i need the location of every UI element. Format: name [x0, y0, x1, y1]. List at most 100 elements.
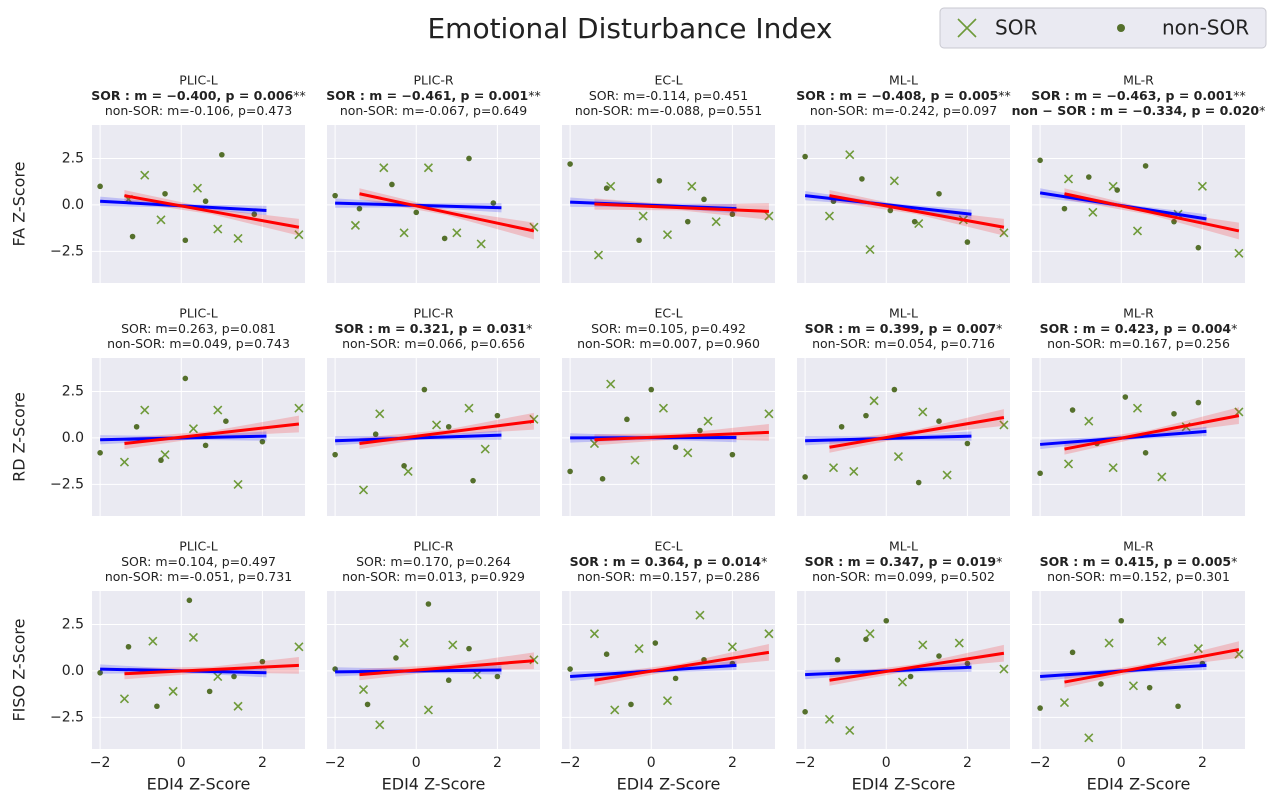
regression-line	[359, 659, 535, 677]
sor-point	[423, 163, 433, 173]
y-axis-label: RD Z-Score	[10, 392, 29, 482]
non-sor-point	[133, 423, 140, 430]
sor-point	[379, 163, 389, 173]
non-sor-point	[1122, 394, 1129, 400]
stat-text: non-SOR: m=0.054, p=0.716	[812, 336, 995, 351]
panel-stat: SOR : m = −0.400, p = 0.006**	[91, 88, 305, 103]
sor-point	[764, 409, 774, 419]
legend-label: SOR	[995, 16, 1037, 40]
sor-point	[999, 664, 1009, 674]
sor-point	[140, 170, 150, 180]
sor-point	[606, 379, 616, 389]
stat-text: non-SOR: m=-0.067, p=0.649	[340, 103, 527, 118]
non-sor-point	[259, 658, 266, 665]
x-tick-label: −2	[560, 755, 581, 771]
non-sor-point	[182, 237, 189, 244]
non-sor-point	[372, 431, 379, 438]
sor-point	[589, 629, 600, 639]
x-tick-label: 2	[258, 755, 267, 771]
sor-point	[156, 215, 166, 225]
stat-text: SOR: m=0.105, p=0.492	[591, 321, 746, 336]
non-sor-point	[701, 196, 707, 203]
x-tick-label: 0	[647, 755, 656, 771]
sor-point	[423, 705, 433, 715]
panel-stat: non-SOR: m=-0.067, p=0.649	[340, 103, 527, 118]
sor-point	[431, 420, 442, 430]
non-sor-point	[223, 418, 229, 425]
sor-point	[119, 694, 130, 704]
non-sor-point	[1037, 705, 1043, 711]
non-sor-point	[490, 200, 497, 206]
sor-point	[999, 420, 1009, 430]
panel-title: PLIC-R	[413, 539, 453, 554]
y-axis-label: FISO Z-Score	[10, 618, 29, 721]
non-sor-point	[863, 412, 869, 419]
sor-point	[188, 632, 198, 643]
non-sor-point	[389, 181, 395, 188]
non-sor-point	[125, 643, 132, 650]
non-sor-point	[907, 673, 914, 680]
sor-point	[192, 183, 203, 193]
panel-stat: SOR : m = 0.321, p = 0.031*	[335, 321, 533, 336]
stat-stars: *	[1231, 554, 1237, 569]
stat-text: SOR : m = −0.408, p = 0.005	[796, 88, 998, 103]
non-sor-point	[603, 651, 610, 657]
plot-area	[1032, 125, 1245, 283]
sor-point	[703, 416, 713, 426]
non-sor-point	[891, 386, 898, 393]
non-sor-point	[656, 177, 663, 184]
regression-line	[124, 422, 300, 445]
stat-text: SOR: m=-0.114, p=0.451	[589, 88, 748, 103]
stat-text: non-SOR: m=-0.051, p=0.731	[105, 569, 292, 584]
sor-point	[1128, 681, 1138, 691]
non-sor-point	[466, 155, 472, 162]
x-axis-label: EDI4 Z-Score	[382, 775, 486, 794]
non-sor-point	[883, 617, 890, 624]
x-axis-label: EDI4 Z-Score	[617, 775, 721, 794]
sor-point	[658, 403, 668, 413]
stat-text: non-SOR: m=-0.242, p=0.097	[810, 103, 997, 118]
sor-point	[865, 629, 875, 639]
non-sor-point	[964, 660, 971, 667]
non-sor-point	[1098, 681, 1104, 687]
sor-point	[683, 448, 693, 458]
non-sor-point	[936, 190, 942, 197]
panel-title: ML-L	[889, 539, 918, 554]
stat-text: non-SOR: m=-0.106, p=0.473	[105, 103, 292, 118]
non-sor-point	[603, 185, 610, 191]
sor-point	[233, 701, 243, 711]
stat-text: SOR : m = 0.399, p = 0.007	[805, 321, 996, 336]
non-sor-point	[1037, 157, 1043, 164]
non-sor-point	[834, 656, 841, 663]
y-tick-label: −2.5	[50, 243, 84, 259]
sor-point	[893, 451, 903, 462]
x-axis-label: EDI4 Z-Score	[852, 775, 956, 794]
y-tick-label: 2.5	[62, 383, 84, 399]
sor-point	[452, 228, 462, 238]
non-sor-point	[672, 675, 679, 682]
non-sor-point	[393, 655, 399, 661]
non-sor-point	[567, 666, 573, 672]
panel-title: PLIC-L	[179, 539, 217, 554]
y-axis-label: FA Z-Score	[10, 161, 29, 246]
panel-stat: SOR: m=0.104, p=0.497	[121, 554, 276, 569]
sor-point	[845, 150, 855, 160]
sor-point	[662, 230, 673, 240]
non-sor-point	[470, 477, 476, 484]
panel-title: PLIC-R	[413, 73, 453, 88]
sor-point	[727, 642, 737, 652]
sor-point	[294, 403, 304, 413]
stat-stars: *	[996, 554, 1002, 569]
sor-point	[476, 239, 486, 249]
sor-point	[233, 233, 243, 243]
panel-stat: SOR : m = −0.463, p = 0.001**	[1031, 88, 1245, 103]
panel-stat: non-SOR: m=0.049, p=0.743	[107, 336, 290, 351]
sor-point	[448, 640, 458, 650]
stat-text: SOR: m=0.104, p=0.497	[121, 554, 276, 569]
panel-title: ML-R	[1123, 539, 1154, 554]
non-sor-point	[652, 640, 659, 646]
sor-point	[942, 470, 952, 480]
panel-stat: SOR: m=0.263, p=0.081	[121, 321, 276, 336]
sor-point	[1063, 459, 1074, 469]
non-sor-point	[729, 451, 736, 458]
